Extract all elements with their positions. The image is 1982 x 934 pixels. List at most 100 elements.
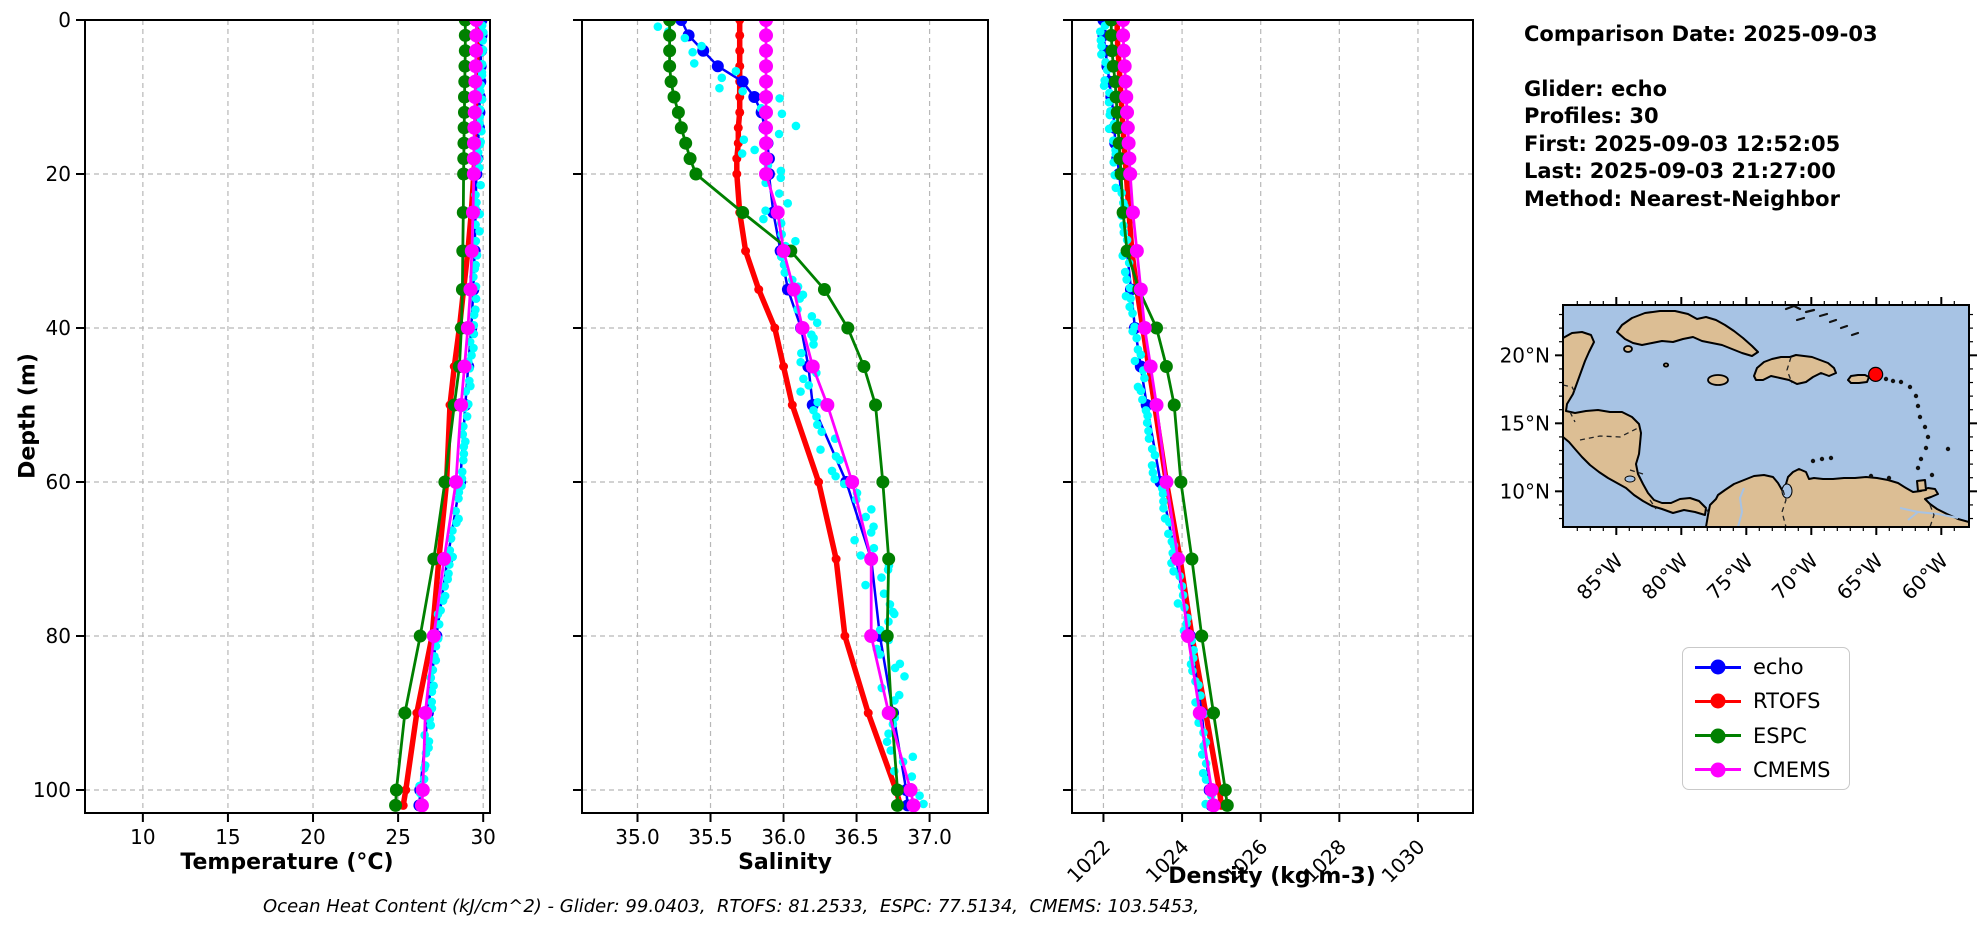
map-landmass bbox=[1563, 331, 1707, 516]
comparison-date-text: Comparison Date: 2025-09-03 bbox=[1524, 22, 1878, 46]
legend-label-espc: ESPC bbox=[1753, 723, 1807, 748]
svg-text:20: 20 bbox=[300, 825, 325, 849]
glider-location-marker bbox=[1868, 366, 1884, 382]
svg-text:35.0: 35.0 bbox=[615, 825, 660, 849]
map-small-island bbox=[1810, 458, 1816, 464]
svg-text:100: 100 bbox=[33, 778, 71, 802]
legend-label-cmems: CMEMS bbox=[1753, 757, 1831, 782]
panel-temperature: 10 15 20 25 30 0 20 40 60 80 100 bbox=[33, 8, 496, 849]
grid bbox=[582, 19, 988, 813]
panel-density: 1022 1024 1026 1028 1030 bbox=[1062, 19, 1474, 888]
svg-text:70°W: 70°W bbox=[1767, 548, 1823, 604]
locator-map: 20°N 15°N 10°N 85°W 80°W 75°W 70°W 65°W 60°W bbox=[1500, 297, 1977, 605]
method-text: Method: Nearest-Neighbor bbox=[1524, 186, 1840, 211]
map-small-island bbox=[1819, 456, 1825, 462]
map-small-island bbox=[1907, 384, 1913, 390]
map-small-island bbox=[1922, 424, 1928, 430]
series-rtofs bbox=[398, 20, 484, 810]
map-small-island bbox=[1923, 445, 1929, 451]
legend: echo RTOFS ESPC CMEMS bbox=[1682, 647, 1850, 790]
series-espc bbox=[663, 20, 904, 812]
map-island bbox=[1707, 374, 1729, 386]
salinity-axis-label: Salinity bbox=[738, 850, 832, 875]
svg-text:75°W: 75°W bbox=[1702, 548, 1758, 604]
map-small-island bbox=[1929, 472, 1935, 478]
map-small-island bbox=[1886, 475, 1892, 481]
series-layer bbox=[653, 20, 928, 813]
svg-text:30: 30 bbox=[470, 825, 495, 849]
svg-text:60°W: 60°W bbox=[1897, 548, 1953, 604]
temperature-axis-label: Temperature (°C) bbox=[180, 850, 394, 875]
rtofs-line-swatch-icon bbox=[1695, 693, 1741, 709]
legend-item-cmems: CMEMS bbox=[1683, 758, 1849, 782]
svg-text:15°N: 15°N bbox=[1500, 411, 1550, 435]
map-landmass bbox=[1753, 354, 1837, 385]
svg-text:20°N: 20°N bbox=[1500, 343, 1550, 367]
map-small-island bbox=[1828, 455, 1834, 461]
svg-text:80°W: 80°W bbox=[1637, 548, 1693, 604]
glider-name-text: Glider: echo bbox=[1524, 76, 1668, 101]
series-cmems bbox=[414, 20, 484, 813]
comparison-info-panel: Comparison Date: 2025-09-03 Glider: echo… bbox=[1524, 21, 1878, 213]
svg-text:37.0: 37.0 bbox=[907, 825, 952, 849]
svg-text:0: 0 bbox=[58, 8, 71, 32]
svg-text:85°W: 85°W bbox=[1572, 548, 1628, 604]
grid bbox=[85, 19, 490, 813]
map-small-island bbox=[1890, 378, 1896, 384]
panel-salinity: 35.0 35.5 36.0 36.5 37.0 bbox=[573, 19, 989, 849]
map-small-island bbox=[1945, 446, 1951, 452]
legend-label-rtofs: RTOFS bbox=[1753, 689, 1821, 714]
legend-item-echo: echo bbox=[1683, 655, 1849, 679]
map-landmass bbox=[1616, 310, 1759, 357]
svg-text:10: 10 bbox=[130, 825, 155, 849]
map-small-island bbox=[1898, 379, 1904, 385]
map-landmass bbox=[1705, 468, 1969, 527]
map-small-island bbox=[1918, 456, 1924, 462]
map-island bbox=[1662, 362, 1670, 368]
svg-text:36.5: 36.5 bbox=[834, 825, 879, 849]
svg-text:40: 40 bbox=[46, 316, 71, 340]
echo-line-swatch-icon bbox=[1695, 659, 1741, 675]
cmems-line-swatch-icon bbox=[1695, 762, 1741, 778]
first-profile-time-text: First: 2025-09-03 12:52:05 bbox=[1524, 131, 1841, 156]
map-island bbox=[1623, 345, 1633, 353]
series-cmems bbox=[759, 20, 921, 813]
series-layer bbox=[1095, 20, 1234, 813]
map-small-island bbox=[1868, 473, 1874, 479]
svg-text:60: 60 bbox=[46, 470, 71, 494]
map-landmass bbox=[1847, 374, 1870, 384]
info-spacer bbox=[1524, 49, 1878, 76]
series-layer bbox=[389, 20, 488, 813]
map-small-island bbox=[1917, 414, 1923, 420]
depth-axis-label: Depth (m) bbox=[15, 353, 41, 479]
svg-text:20: 20 bbox=[46, 162, 71, 186]
svg-text:35.5: 35.5 bbox=[688, 825, 733, 849]
legend-item-espc: ESPC bbox=[1683, 724, 1849, 748]
density-axis-label: Density (kg m-3) bbox=[1168, 864, 1376, 889]
ocean-heat-content-caption: Ocean Heat Content (kJ/cm^2) - Glider: 9… bbox=[263, 896, 1200, 917]
map-small-island bbox=[1915, 403, 1921, 409]
map-landmass bbox=[1916, 479, 1927, 492]
map-small-island bbox=[1915, 465, 1921, 471]
svg-text:1022: 1022 bbox=[1062, 835, 1115, 888]
map-features bbox=[1563, 305, 1969, 527]
svg-text:36.0: 36.0 bbox=[761, 825, 806, 849]
profiles-count-text: Profiles: 30 bbox=[1524, 104, 1659, 128]
svg-text:80: 80 bbox=[46, 624, 71, 648]
map-small-island bbox=[1883, 376, 1889, 382]
last-profile-time-text: Last: 2025-09-03 21:27:00 bbox=[1524, 159, 1836, 183]
glider-scatter-points bbox=[653, 22, 928, 809]
svg-text:10°N: 10°N bbox=[1500, 479, 1550, 503]
legend-label-echo: echo bbox=[1753, 655, 1804, 680]
map-small-island bbox=[1913, 393, 1919, 399]
svg-text:1030: 1030 bbox=[1377, 835, 1430, 888]
map-small-island bbox=[1925, 434, 1931, 440]
svg-text:25: 25 bbox=[385, 825, 410, 849]
series-cmems bbox=[1116, 20, 1221, 813]
espc-line-swatch-icon bbox=[1695, 728, 1741, 744]
svg-text:15: 15 bbox=[215, 825, 240, 849]
svg-text:65°W: 65°W bbox=[1832, 548, 1888, 604]
legend-item-rtofs: RTOFS bbox=[1683, 689, 1849, 713]
